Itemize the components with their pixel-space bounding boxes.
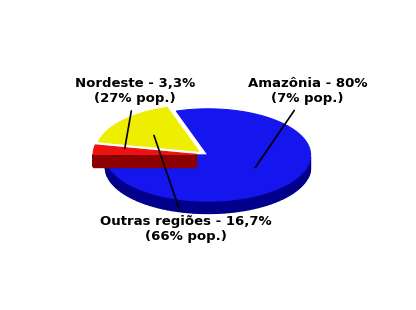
Polygon shape bbox=[258, 194, 262, 208]
Polygon shape bbox=[290, 181, 292, 195]
Polygon shape bbox=[267, 191, 271, 205]
Polygon shape bbox=[295, 177, 298, 192]
Polygon shape bbox=[306, 166, 307, 181]
Text: Outras regiões - 16,7%
(66% pop.): Outras regiões - 16,7% (66% pop.) bbox=[100, 135, 272, 243]
Polygon shape bbox=[121, 179, 124, 194]
Polygon shape bbox=[262, 193, 267, 206]
Polygon shape bbox=[254, 195, 258, 209]
Polygon shape bbox=[105, 109, 311, 201]
Polygon shape bbox=[154, 194, 158, 208]
Text: Nordeste - 3,3%
(27% pop.): Nordeste - 3,3% (27% pop.) bbox=[74, 78, 195, 148]
Polygon shape bbox=[198, 201, 203, 214]
Polygon shape bbox=[109, 166, 110, 181]
Polygon shape bbox=[137, 188, 141, 202]
Polygon shape bbox=[158, 195, 163, 209]
Text: Amazônia - 80%
(7% pop.): Amazônia - 80% (7% pop.) bbox=[248, 78, 367, 168]
Polygon shape bbox=[283, 185, 286, 199]
Polygon shape bbox=[271, 190, 275, 204]
Polygon shape bbox=[93, 145, 196, 154]
Polygon shape bbox=[145, 192, 149, 205]
Polygon shape bbox=[110, 169, 112, 184]
Polygon shape bbox=[124, 181, 127, 196]
Polygon shape bbox=[168, 197, 173, 211]
Polygon shape bbox=[173, 198, 178, 211]
Polygon shape bbox=[114, 173, 116, 188]
Polygon shape bbox=[105, 155, 208, 167]
Polygon shape bbox=[300, 173, 302, 188]
Polygon shape bbox=[141, 190, 145, 204]
Polygon shape bbox=[203, 201, 208, 214]
Polygon shape bbox=[302, 171, 305, 185]
Polygon shape bbox=[229, 200, 234, 213]
Polygon shape bbox=[93, 154, 196, 167]
Polygon shape bbox=[213, 201, 219, 213]
Polygon shape bbox=[149, 193, 154, 206]
Polygon shape bbox=[99, 107, 199, 151]
Polygon shape bbox=[224, 200, 229, 213]
Polygon shape bbox=[286, 183, 290, 197]
Polygon shape bbox=[309, 162, 310, 176]
Polygon shape bbox=[239, 198, 244, 211]
Polygon shape bbox=[305, 169, 306, 183]
Polygon shape bbox=[219, 201, 224, 213]
Polygon shape bbox=[130, 185, 134, 199]
Polygon shape bbox=[279, 187, 283, 201]
Polygon shape bbox=[178, 199, 183, 212]
Polygon shape bbox=[107, 164, 109, 179]
Polygon shape bbox=[208, 201, 213, 214]
Polygon shape bbox=[188, 200, 193, 213]
Polygon shape bbox=[292, 179, 295, 193]
Polygon shape bbox=[134, 187, 137, 201]
Polygon shape bbox=[112, 171, 114, 186]
Polygon shape bbox=[116, 175, 118, 190]
Polygon shape bbox=[249, 196, 254, 210]
Polygon shape bbox=[118, 177, 121, 192]
Polygon shape bbox=[193, 201, 198, 213]
Polygon shape bbox=[106, 162, 107, 177]
Polygon shape bbox=[183, 200, 188, 213]
Polygon shape bbox=[244, 197, 249, 210]
Polygon shape bbox=[275, 188, 279, 202]
Polygon shape bbox=[163, 197, 168, 210]
Polygon shape bbox=[234, 199, 239, 212]
Polygon shape bbox=[127, 183, 130, 197]
Polygon shape bbox=[298, 175, 300, 189]
Polygon shape bbox=[307, 164, 309, 179]
